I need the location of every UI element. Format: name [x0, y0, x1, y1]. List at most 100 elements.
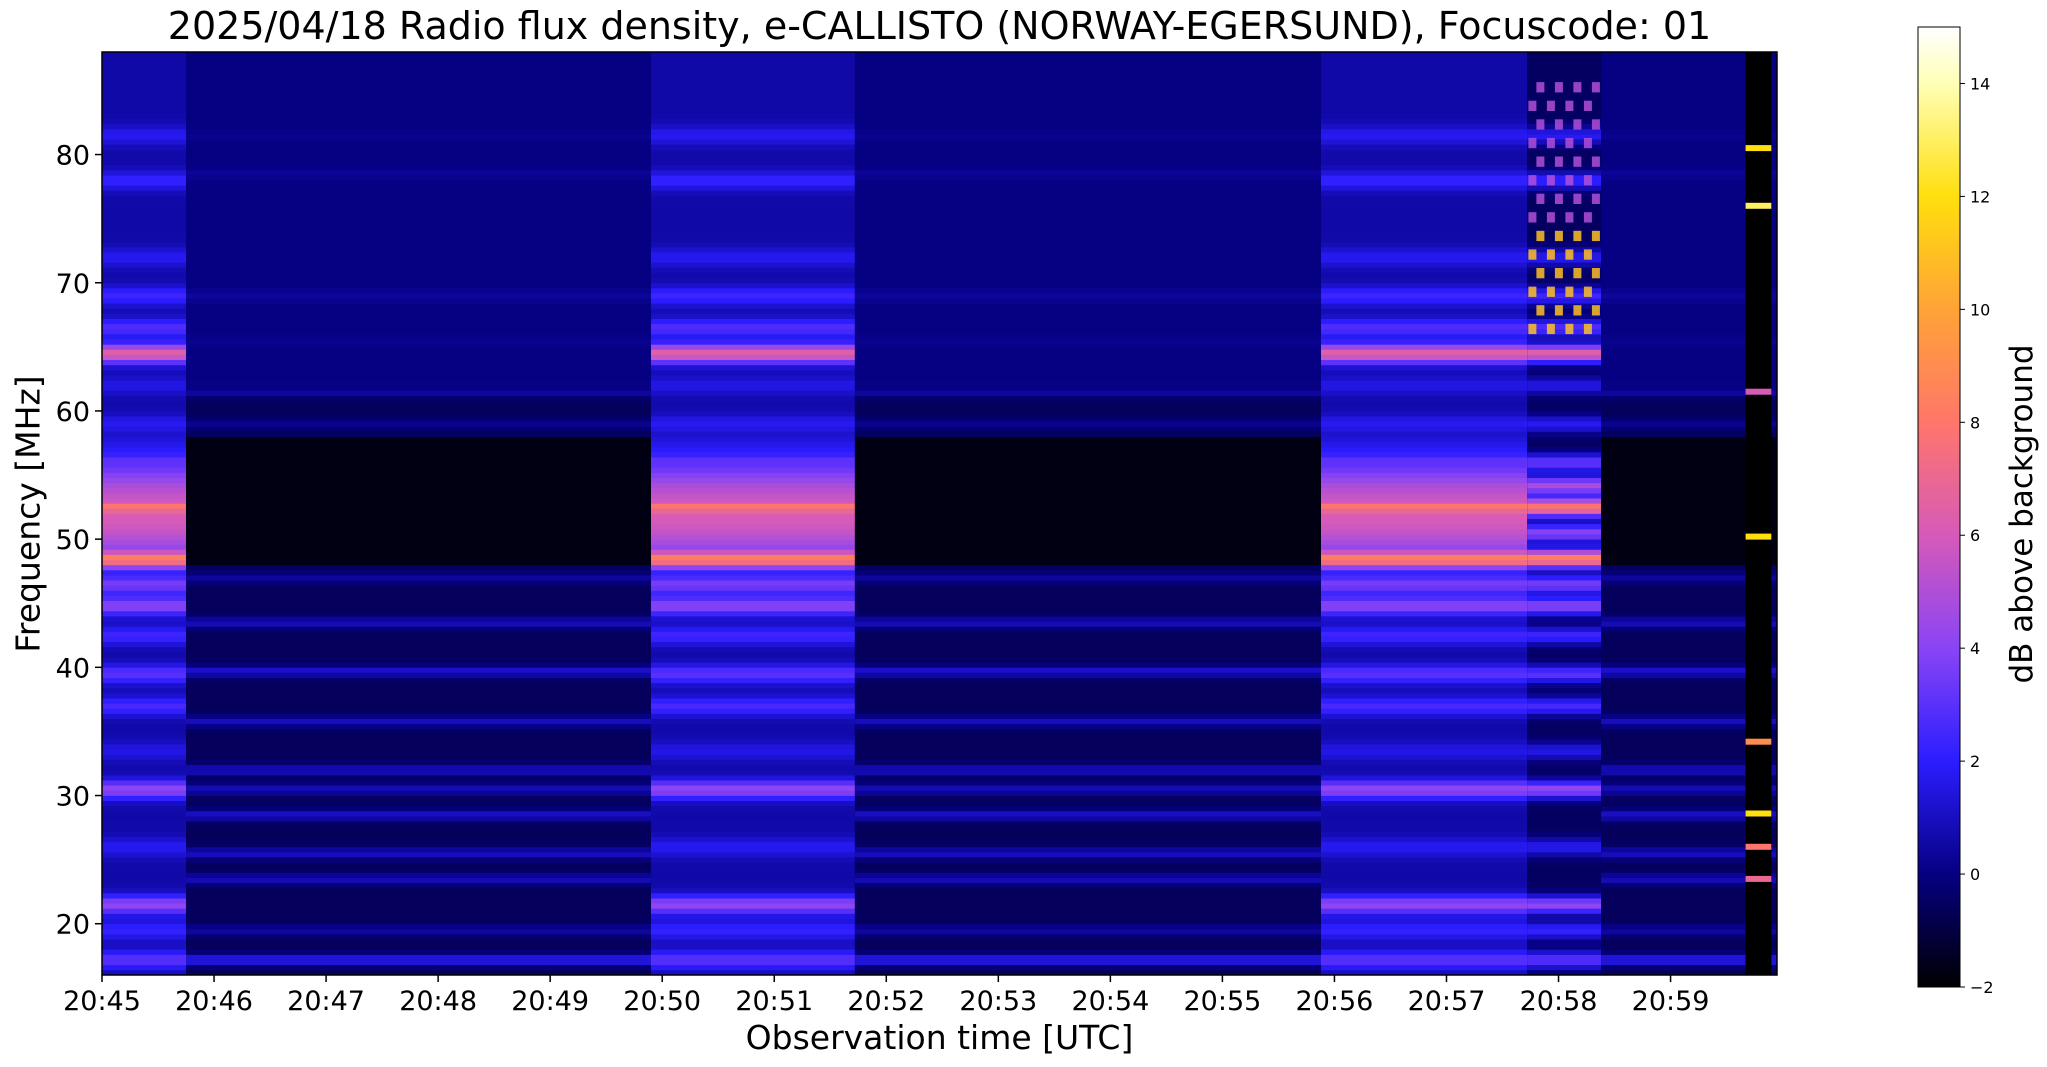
spectrum-cell-3: [854, 518, 1321, 525]
spectrum-cell-3: [854, 190, 1321, 196]
spectrum-cell-5: [1527, 185, 1602, 191]
spectrum-cell-0: [102, 816, 186, 822]
spectrum-cell-6: [1601, 410, 1746, 417]
spectrum-cell-3: [854, 334, 1321, 340]
spectrum-cell-6: [1601, 457, 1746, 463]
spectrum-cell-1: [186, 67, 651, 73]
spectrum-cell-5: [1527, 410, 1602, 417]
spectrum-cell-5: [1527, 836, 1602, 843]
spectrum-cell-0: [102, 857, 186, 863]
spectrum-cell-2: [651, 826, 855, 832]
spectrum-cell-5: [1527, 821, 1602, 827]
spectrum-cell-0: [102, 113, 186, 119]
spectrum-cell-8: [1771, 52, 1777, 58]
spectrum-cell-3: [854, 882, 1321, 889]
spectrum-cell-3: [854, 236, 1321, 243]
spectrum-cell-3: [854, 693, 1321, 699]
spectrum-cell-2: [651, 939, 855, 945]
spectrum-cell-6: [1601, 180, 1746, 186]
spectrum-cell-2: [651, 221, 855, 227]
colorbar-tick-label: 12: [1970, 187, 1990, 206]
spectrum-cell-4: [1321, 477, 1528, 484]
spectrum-cell-2: [651, 944, 855, 950]
spectrum-cell-5: [1527, 800, 1602, 807]
spectrum-cell-4: [1321, 723, 1528, 730]
spectrum-cell-0: [102, 487, 186, 494]
spectrum-cell-5: [1527, 267, 1602, 273]
spectrum-cell-8: [1771, 205, 1777, 212]
spectrum-cell-0: [102, 262, 186, 268]
spectrum-cell-5: [1527, 246, 1602, 253]
spectrum-cell-6: [1601, 749, 1746, 755]
spectrum-cell-6: [1601, 216, 1746, 222]
spectrum-cell-0: [102, 877, 186, 884]
spectrum-cell-0: [102, 134, 186, 140]
spectrum-cell-1: [186, 908, 651, 914]
spectrum-cell-3: [854, 257, 1321, 263]
spectrum-cell-0: [102, 328, 186, 335]
spectrum-cell-8: [1771, 293, 1777, 299]
spectrum-cell-3: [854, 62, 1321, 68]
spectrum-cell-8: [1771, 185, 1777, 191]
spectrum-cell-2: [651, 903, 855, 909]
spectrum-cell-3: [854, 713, 1321, 719]
spectrum-cell-3: [854, 821, 1321, 827]
spectrum-cell-8: [1771, 564, 1777, 571]
interference-streak-3: [1583, 286, 1592, 297]
spectrum-cell-3: [854, 944, 1321, 950]
spectrum-cell-1: [186, 754, 651, 760]
spectrum-cell-8: [1771, 472, 1777, 478]
spectrum-cell-6: [1601, 380, 1746, 386]
spectrum-cell-5: [1527, 441, 1602, 448]
spectrum-cell-8: [1771, 108, 1777, 114]
spectrum-cell-6: [1601, 467, 1746, 473]
spectrum-cell-4: [1321, 528, 1528, 535]
spectrum-cell-3: [854, 769, 1321, 776]
spectrum-cell-3: [854, 621, 1321, 627]
spectrum-cell-4: [1321, 272, 1528, 278]
spectrum-cell-1: [186, 641, 651, 648]
spectrum-cell-6: [1601, 754, 1746, 760]
spectrum-cell-2: [651, 410, 855, 417]
spectrum-cell-8: [1771, 780, 1777, 786]
spectrum-cell-4: [1321, 621, 1528, 627]
spectrum-cell-3: [854, 708, 1321, 714]
spectrum-cell-6: [1601, 662, 1746, 668]
spectrum-cell-4: [1321, 159, 1528, 166]
spectrum-cell-0: [102, 503, 186, 509]
spectrum-cell-2: [651, 585, 855, 591]
spectrum-cell-8: [1771, 580, 1777, 586]
spectrum-cell-4: [1321, 149, 1528, 155]
spectrum-cell-5: [1527, 287, 1602, 294]
spectrogram-plot: [102, 52, 1777, 976]
spectrum-cell-2: [651, 810, 855, 817]
spectrum-cell-6: [1601, 887, 1746, 894]
spectrum-cell-0: [102, 241, 186, 248]
spectrum-cell-4: [1321, 569, 1528, 576]
spectrum-cell-6: [1601, 616, 1746, 622]
spectrum-cell-1: [186, 385, 651, 391]
spectrum-cell-5: [1527, 585, 1602, 591]
spectrum-cell-5: [1527, 159, 1602, 166]
spectrum-cell-2: [651, 518, 855, 525]
spectrum-cell-0: [102, 354, 186, 360]
spectrum-cell-5: [1527, 908, 1602, 914]
spectrum-cell-5: [1527, 857, 1602, 863]
x-tick-label: 20:57: [1408, 986, 1486, 1017]
interference-streak-3: [1591, 305, 1600, 316]
spectrum-cell-2: [651, 482, 855, 489]
spectrum-cell-4: [1321, 826, 1528, 832]
spectrum-cell-3: [854, 703, 1321, 709]
interference-streak-3: [1583, 175, 1592, 186]
spectrum-cell-2: [651, 246, 855, 253]
spectrum-cell-2: [651, 528, 855, 535]
spectrum-cell-8: [1771, 616, 1777, 622]
spectrum-cell-8: [1771, 826, 1777, 832]
spectrum-cell-1: [186, 800, 651, 807]
spectrum-cell-1: [186, 441, 651, 448]
spectrum-cell-0: [102, 175, 186, 181]
spectrum-cell-2: [651, 175, 855, 181]
spectrum-cell-6: [1601, 641, 1746, 648]
spectrum-cell-1: [186, 164, 651, 171]
spectrum-cell-0: [102, 821, 186, 827]
